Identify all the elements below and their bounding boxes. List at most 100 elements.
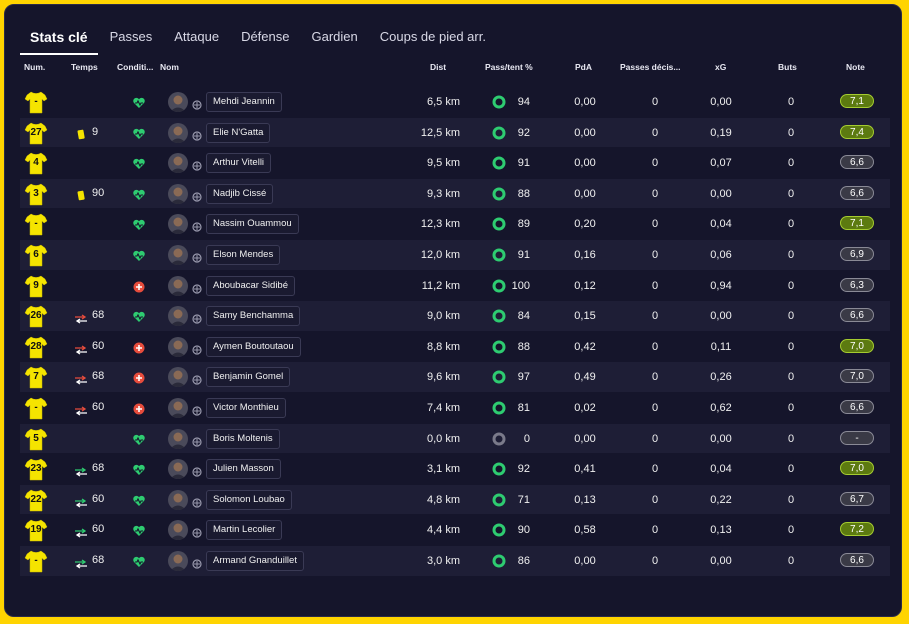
- avatar: [168, 489, 188, 510]
- buts-value: 0: [787, 432, 795, 445]
- match-event-icon: [74, 281, 88, 291]
- player-name[interactable]: Armand Gnanduillet: [206, 550, 304, 571]
- passes-decisives-value: 0: [651, 187, 659, 200]
- col-num[interactable]: Num.: [24, 62, 46, 72]
- pda-value: 0,00: [574, 126, 596, 139]
- passes-decisives-value: 0: [651, 524, 659, 537]
- xg-value: 0,26: [710, 371, 732, 384]
- buts-value: 0: [787, 279, 795, 292]
- player-name[interactable]: Nassim Ouammou: [206, 214, 299, 235]
- jersey-number: 5: [33, 432, 39, 444]
- col-pda[interactable]: PdA: [575, 62, 592, 72]
- buts-value: 0: [787, 524, 795, 537]
- xg-value: 0,62: [710, 401, 732, 414]
- match-event-icon: [74, 158, 88, 168]
- rating-badge: 6,3: [840, 277, 874, 292]
- table-row-7[interactable]: 9 Aboubacar Sidibé 11,2 km 100 0,12 0 0,…: [20, 270, 890, 302]
- table-row-6[interactable]: 6 Elson Mendes 12,0 km 91 0,16 0 0,06 0 …: [20, 239, 890, 271]
- tab-attaque[interactable]: Attaque: [174, 29, 220, 44]
- heart-icon: [132, 555, 146, 569]
- player-name[interactable]: Solomon Loubao: [206, 489, 292, 510]
- distance-value: 3,0 km: [426, 554, 460, 567]
- tab-defense[interactable]: Défense: [241, 29, 290, 44]
- pass-ring-icon: [492, 493, 506, 507]
- xg-value: 0,00: [710, 310, 732, 323]
- col-dist[interactable]: Dist: [430, 62, 447, 72]
- table-row-4[interactable]: 3 90 Nadjib Cissé 9,3 km 88 0,00 0 0,00 …: [20, 178, 890, 210]
- table-row-3[interactable]: 4 Arthur Vitelli 9,5 km 91 0,00 0 0,07 0…: [20, 148, 890, 179]
- event-minute: 68: [92, 370, 105, 383]
- avatar: [168, 183, 188, 204]
- jersey-number: 22: [30, 493, 42, 505]
- player-role-icon: [192, 434, 202, 447]
- distance-value: 4,4 km: [426, 524, 460, 537]
- passes-decisives-value: 0: [651, 157, 659, 170]
- col-condition[interactable]: Conditi...: [117, 62, 154, 72]
- pass-ring-icon: [492, 340, 506, 354]
- player-name[interactable]: Mehdi Jeannin: [206, 92, 282, 112]
- player-role-icon: [192, 464, 202, 477]
- player-role-icon: [192, 525, 202, 538]
- player-role-icon: [192, 311, 202, 324]
- table-row-11[interactable]: - 60 Victor Monthieu 7,4 km 81 0,02 0 0,…: [20, 392, 890, 424]
- pass-percent-value: 88: [517, 187, 530, 200]
- player-name[interactable]: Nadjib Cissé: [206, 183, 274, 204]
- player-name[interactable]: Aboubacar Sidibé: [206, 275, 295, 296]
- pda-value: 0,42: [574, 340, 596, 353]
- table-row-15[interactable]: 19 60 Martin Lecolier 4,4 km 90 0,58 0 0…: [20, 515, 890, 546]
- player-name[interactable]: Martin Lecolier: [206, 520, 283, 541]
- col-temps[interactable]: Temps: [71, 62, 98, 72]
- heart-icon: [132, 218, 146, 232]
- jersey-icon: 9: [24, 274, 48, 298]
- col-nom[interactable]: Nom: [160, 62, 179, 72]
- heart-icon: [132, 157, 146, 171]
- tab-stats-cle[interactable]: Stats clé: [20, 25, 98, 55]
- passes-decisives-value: 0: [651, 96, 659, 108]
- table-row-1[interactable]: - Mehdi Jeannin 6,5 km 94 0,00 0 0,00 0 …: [20, 87, 890, 118]
- col-note[interactable]: Note: [846, 62, 865, 72]
- col-buts[interactable]: Buts: [778, 62, 797, 72]
- rating-badge: 7,1: [840, 216, 874, 231]
- jersey-number: 4: [33, 157, 39, 169]
- player-name[interactable]: Aymen Boutoutaou: [206, 336, 301, 357]
- table-row-14[interactable]: 22 60 Solomon Loubao 4,8 km 71 0,13 0 0,…: [20, 484, 890, 516]
- tab-passes[interactable]: Passes: [109, 29, 153, 44]
- avatar: [168, 122, 188, 143]
- avatar: [168, 428, 188, 449]
- player-name[interactable]: Elie N'Gatta: [206, 122, 271, 143]
- jersey-number: 27: [30, 126, 42, 138]
- player-name[interactable]: Victor Monthieu: [206, 397, 286, 418]
- pass-percent-value: 88: [517, 340, 530, 353]
- table-row-2[interactable]: 27 9 Elie N'Gatta 12,5 km 92 0,00 0 0,19…: [20, 117, 890, 149]
- table-row-16[interactable]: - 68 Armand Gnanduillet 3,0 km 86 0,00 0…: [20, 545, 890, 577]
- tab-gardien[interactable]: Gardien: [311, 29, 358, 44]
- pass-percent-value: 91: [517, 157, 530, 170]
- buts-value: 0: [787, 401, 795, 414]
- player-name[interactable]: Arthur Vitelli: [206, 153, 272, 174]
- player-name[interactable]: Benjamin Gomel: [206, 367, 291, 388]
- table-row-12[interactable]: 5 Boris Moltenis 0,0 km 0 0,00 0 0,00 0 …: [20, 423, 890, 455]
- xg-value: 0,00: [710, 432, 732, 445]
- pass-ring-icon: [492, 248, 506, 262]
- player-role-icon: [192, 219, 202, 232]
- table-row-8[interactable]: 26 68 Samy Benchamma 9,0 km 84 0,15 0 0,…: [20, 301, 890, 332]
- table-row-5[interactable]: - Nassim Ouammou 12,3 km 89 0,20 0 0,04 …: [20, 209, 890, 240]
- col-passes-decisives[interactable]: Passes décis...: [620, 62, 681, 72]
- xg-value: 0,22: [710, 493, 732, 506]
- table-row-13[interactable]: 23 68 Julien Masson 3,1 km 92 0,41 0 0,0…: [20, 454, 890, 485]
- player-role-icon: [192, 189, 202, 202]
- pass-percent-value: 94: [517, 96, 530, 108]
- tab-bar: Stats clé Passes Attaque Défense Gardien…: [20, 25, 498, 55]
- player-name[interactable]: Elson Mendes: [206, 244, 281, 265]
- xg-value: 0,07: [710, 157, 732, 170]
- player-name[interactable]: Samy Benchamma: [206, 306, 301, 327]
- table-row-10[interactable]: 7 68 Benjamin Gomel 9,6 km 97 0,49 0 0,2…: [20, 362, 890, 393]
- col-pass-tent[interactable]: Pass/tent %: [485, 62, 533, 72]
- tab-coups-de-pied-arr[interactable]: Coups de pied arr.: [379, 29, 486, 44]
- xg-value: 0,00: [710, 554, 732, 567]
- player-name[interactable]: Julien Masson: [206, 459, 281, 480]
- col-xg[interactable]: xG: [715, 62, 727, 72]
- pass-ring-icon: [492, 554, 506, 568]
- table-row-9[interactable]: 28 60 Aymen Boutoutaou 8,8 km 88 0,42 0 …: [20, 331, 890, 363]
- player-name[interactable]: Boris Moltenis: [206, 428, 280, 449]
